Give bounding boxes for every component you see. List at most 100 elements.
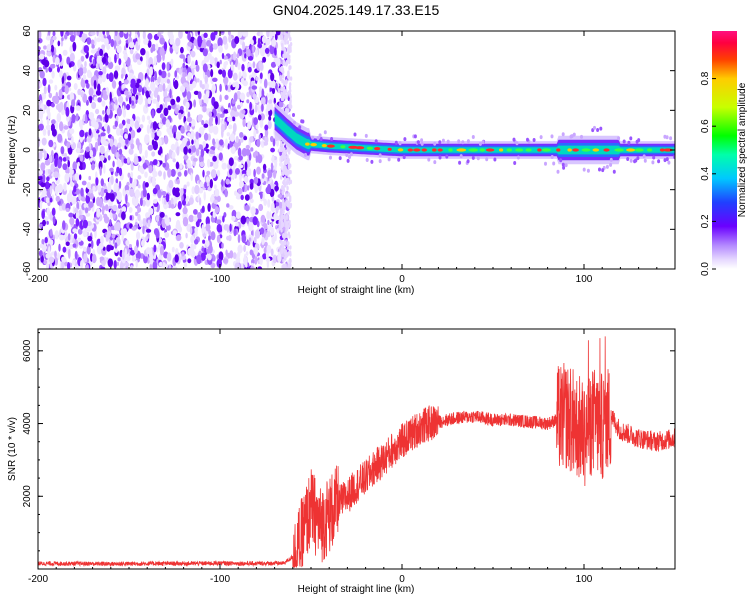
heatmap-cell: [43, 59, 50, 68]
signal-peak: [374, 147, 381, 151]
heatmap-cell: [289, 104, 293, 109]
heatmap-cell: [64, 173, 70, 183]
heatmap-cell: [230, 61, 234, 71]
heatmap-cell: [636, 156, 640, 161]
heatmap-cell: [159, 104, 163, 111]
heatmap-cell: [663, 158, 667, 163]
heatmap-cell: [148, 165, 153, 174]
heatmap-cell: [69, 217, 75, 226]
heatmap-cell: [64, 85, 69, 95]
heatmap-cell: [118, 80, 122, 86]
heatmap-cell: [461, 140, 465, 145]
heatmap-cell: [191, 68, 195, 76]
heatmap-cell: [219, 94, 222, 102]
heatmap-cell: [283, 161, 286, 166]
heatmap-cell: [129, 188, 135, 198]
heatmap-cell: [166, 153, 169, 161]
heatmap-cell: [242, 41, 246, 51]
heatmap-cell: [471, 135, 475, 139]
heatmap-cell: [145, 235, 149, 242]
heatmap-cell: [288, 150, 291, 155]
heatmap-cell: [235, 135, 239, 144]
heatmap-cell: [145, 98, 148, 108]
heatmap-cell: [457, 139, 461, 144]
heatmap-cell: [201, 224, 205, 235]
heatmap-cell: [200, 252, 206, 261]
heatmap-cell: [159, 113, 164, 119]
heatmap-cell: [102, 93, 109, 101]
heatmap-cell: [145, 197, 151, 207]
heatmap-cell: [233, 228, 237, 237]
heatmap-cell: [74, 207, 79, 214]
heatmap-cell: [266, 103, 272, 112]
heatmap-cell: [253, 38, 257, 44]
heatmap-cell: [186, 140, 191, 146]
heatmap-cell: [39, 243, 44, 249]
heatmap-cell: [91, 101, 97, 109]
signal-peak: [662, 148, 673, 152]
heatmap-cell: [227, 143, 230, 150]
heatmap-cell: [88, 243, 92, 248]
heatmap-cell: [62, 246, 67, 253]
heatmap-cell: [164, 217, 168, 223]
heatmap-cell: [263, 223, 268, 229]
heatmap-cell: [364, 133, 368, 138]
heatmap-cell: [39, 82, 43, 88]
heatmap-cell: [116, 159, 122, 167]
heatmap-cell: [83, 45, 90, 53]
heatmap-cell: [593, 125, 596, 130]
heatmap-cell: [153, 88, 159, 98]
heatmap-cell: [60, 31, 64, 37]
heatmap-cell: [176, 146, 180, 156]
heatmap-cell: [240, 101, 243, 108]
heatmap-cell: [197, 91, 202, 100]
heatmap-cell: [121, 232, 124, 242]
heatmap-cell: [106, 244, 111, 252]
heatmap-cell: [234, 262, 240, 269]
heatmap-cell: [63, 182, 67, 192]
heatmap-cell: [280, 155, 283, 161]
heatmap-cell: [267, 199, 271, 208]
heatmap-cell: [38, 163, 41, 168]
heatmap-cell: [274, 185, 279, 192]
heatmap-cell: [102, 110, 105, 115]
heatmap-cell: [215, 138, 219, 143]
heatmap-cell: [135, 41, 139, 49]
heatmap-cell: [144, 182, 149, 188]
heatmap-cell: [106, 108, 111, 116]
colorbar-tick-label: 0.4: [700, 166, 711, 180]
heatmap-cell: [48, 245, 51, 256]
heatmap-cell: [42, 128, 47, 136]
heatmap-cell: [119, 262, 124, 269]
heatmap-cell: [51, 207, 56, 216]
heatmap-cell: [278, 201, 283, 209]
heatmap-cell: [288, 223, 291, 228]
snr-series: [38, 336, 675, 569]
heatmap-cell: [43, 86, 47, 95]
heatmap-cell: [471, 155, 475, 160]
heatmap-cell: [254, 255, 258, 265]
heatmap-cell: [248, 237, 252, 242]
heatmap-cell: [100, 187, 105, 197]
heatmap-cell: [271, 196, 275, 202]
heatmap-cell: [65, 207, 70, 212]
heatmap-cell: [264, 128, 269, 138]
heatmap-cell: [281, 264, 284, 269]
heatmap-cell: [144, 171, 148, 178]
heatmap-cell: [38, 189, 41, 195]
heatmap-cell: [48, 256, 55, 264]
heatmap-cell: [269, 82, 273, 88]
heatmap-cell: [207, 203, 211, 212]
heatmap-cell: [261, 35, 267, 44]
heatmap-cell: [123, 53, 128, 61]
signal-peak: [626, 148, 636, 152]
heatmap-cell: [92, 58, 96, 66]
heatmap-cell: [177, 171, 182, 177]
heatmap-cell: [146, 192, 150, 201]
heatmap-cell: [150, 76, 155, 84]
heatmap-cell: [147, 219, 151, 227]
heatmap-cell: [149, 66, 154, 76]
heatmap-cell: [158, 123, 163, 129]
heatmap-cell: [564, 163, 568, 168]
heatmap-cell: [438, 140, 442, 145]
